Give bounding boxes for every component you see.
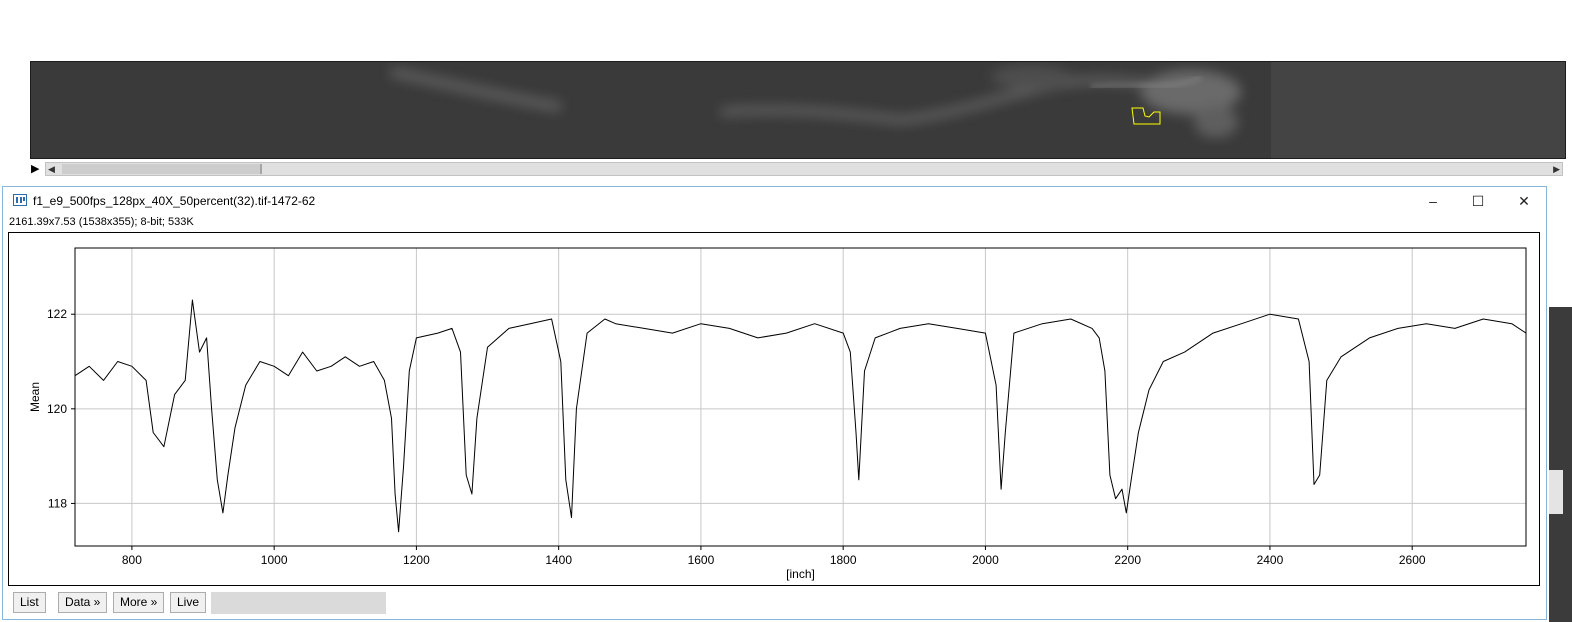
x-tick-label: 2200 [1114, 553, 1141, 567]
play-icon[interactable]: ▶ [31, 163, 40, 175]
maximize-icon[interactable]: ☐ [1471, 193, 1485, 209]
plot-window[interactable]: f1_e9_500fps_128px_40X_50percent(32).tif… [2, 186, 1547, 620]
chevron-right-icon[interactable]: ▶ [1553, 164, 1560, 174]
imagej-icon [13, 194, 27, 206]
x-tick-label: 800 [122, 553, 142, 567]
x-tick-label: 2400 [1257, 553, 1284, 567]
y-tick-label: 118 [48, 496, 67, 510]
y-axis-label: Mean [28, 382, 42, 412]
data-button[interactable]: Data » [58, 592, 108, 613]
microscopy-image[interactable] [31, 62, 1565, 158]
image-canvas[interactable] [30, 61, 1566, 159]
background-window-scrollbar [1549, 470, 1563, 514]
more-button[interactable]: More » [113, 592, 165, 613]
live-button[interactable]: Live [170, 592, 207, 613]
x-tick-label: 1000 [261, 553, 288, 567]
close-icon[interactable]: ✕ [1518, 193, 1530, 209]
x-tick-label: 1800 [830, 553, 857, 567]
y-tick-label: 120 [47, 402, 67, 416]
minimize-icon[interactable]: – [1429, 193, 1437, 209]
profile-plot[interactable]: 800 1000 1200 1400 1600 1800 2000 2200 2400 2600 1… [9, 233, 1539, 585]
x-tick-label: 2600 [1399, 553, 1426, 567]
series-line [74, 299, 1527, 533]
x-tick-label: 1400 [545, 553, 572, 567]
status-field [211, 592, 386, 614]
x-axis-label: [inch] [786, 567, 815, 581]
list-button[interactable]: List [13, 592, 46, 613]
x-tick-label: 1600 [688, 553, 715, 567]
plot-frame-rect [74, 247, 1527, 547]
x-tick-label: 1200 [403, 553, 430, 567]
y-tick-label: 122 [47, 307, 67, 321]
scrollbar-thumb[interactable] [62, 164, 262, 174]
x-tick-label: 2000 [972, 553, 999, 567]
background-window-edge [1549, 307, 1572, 622]
frame-scrollbar[interactable]: ◀ ▶ [45, 162, 1563, 176]
window-title: f1_e9_500fps_128px_40X_50percent(32).tif… [33, 194, 316, 208]
chevron-left-icon[interactable]: ◀ [48, 164, 55, 174]
roi-outline [1131, 107, 1161, 125]
plot-area[interactable]: 800 1000 1200 1400 1600 1800 2000 2200 2400 2600 1… [8, 232, 1540, 586]
image-info: 2161.39x7.53 (1538x355); 8-bit; 533K [9, 216, 194, 228]
